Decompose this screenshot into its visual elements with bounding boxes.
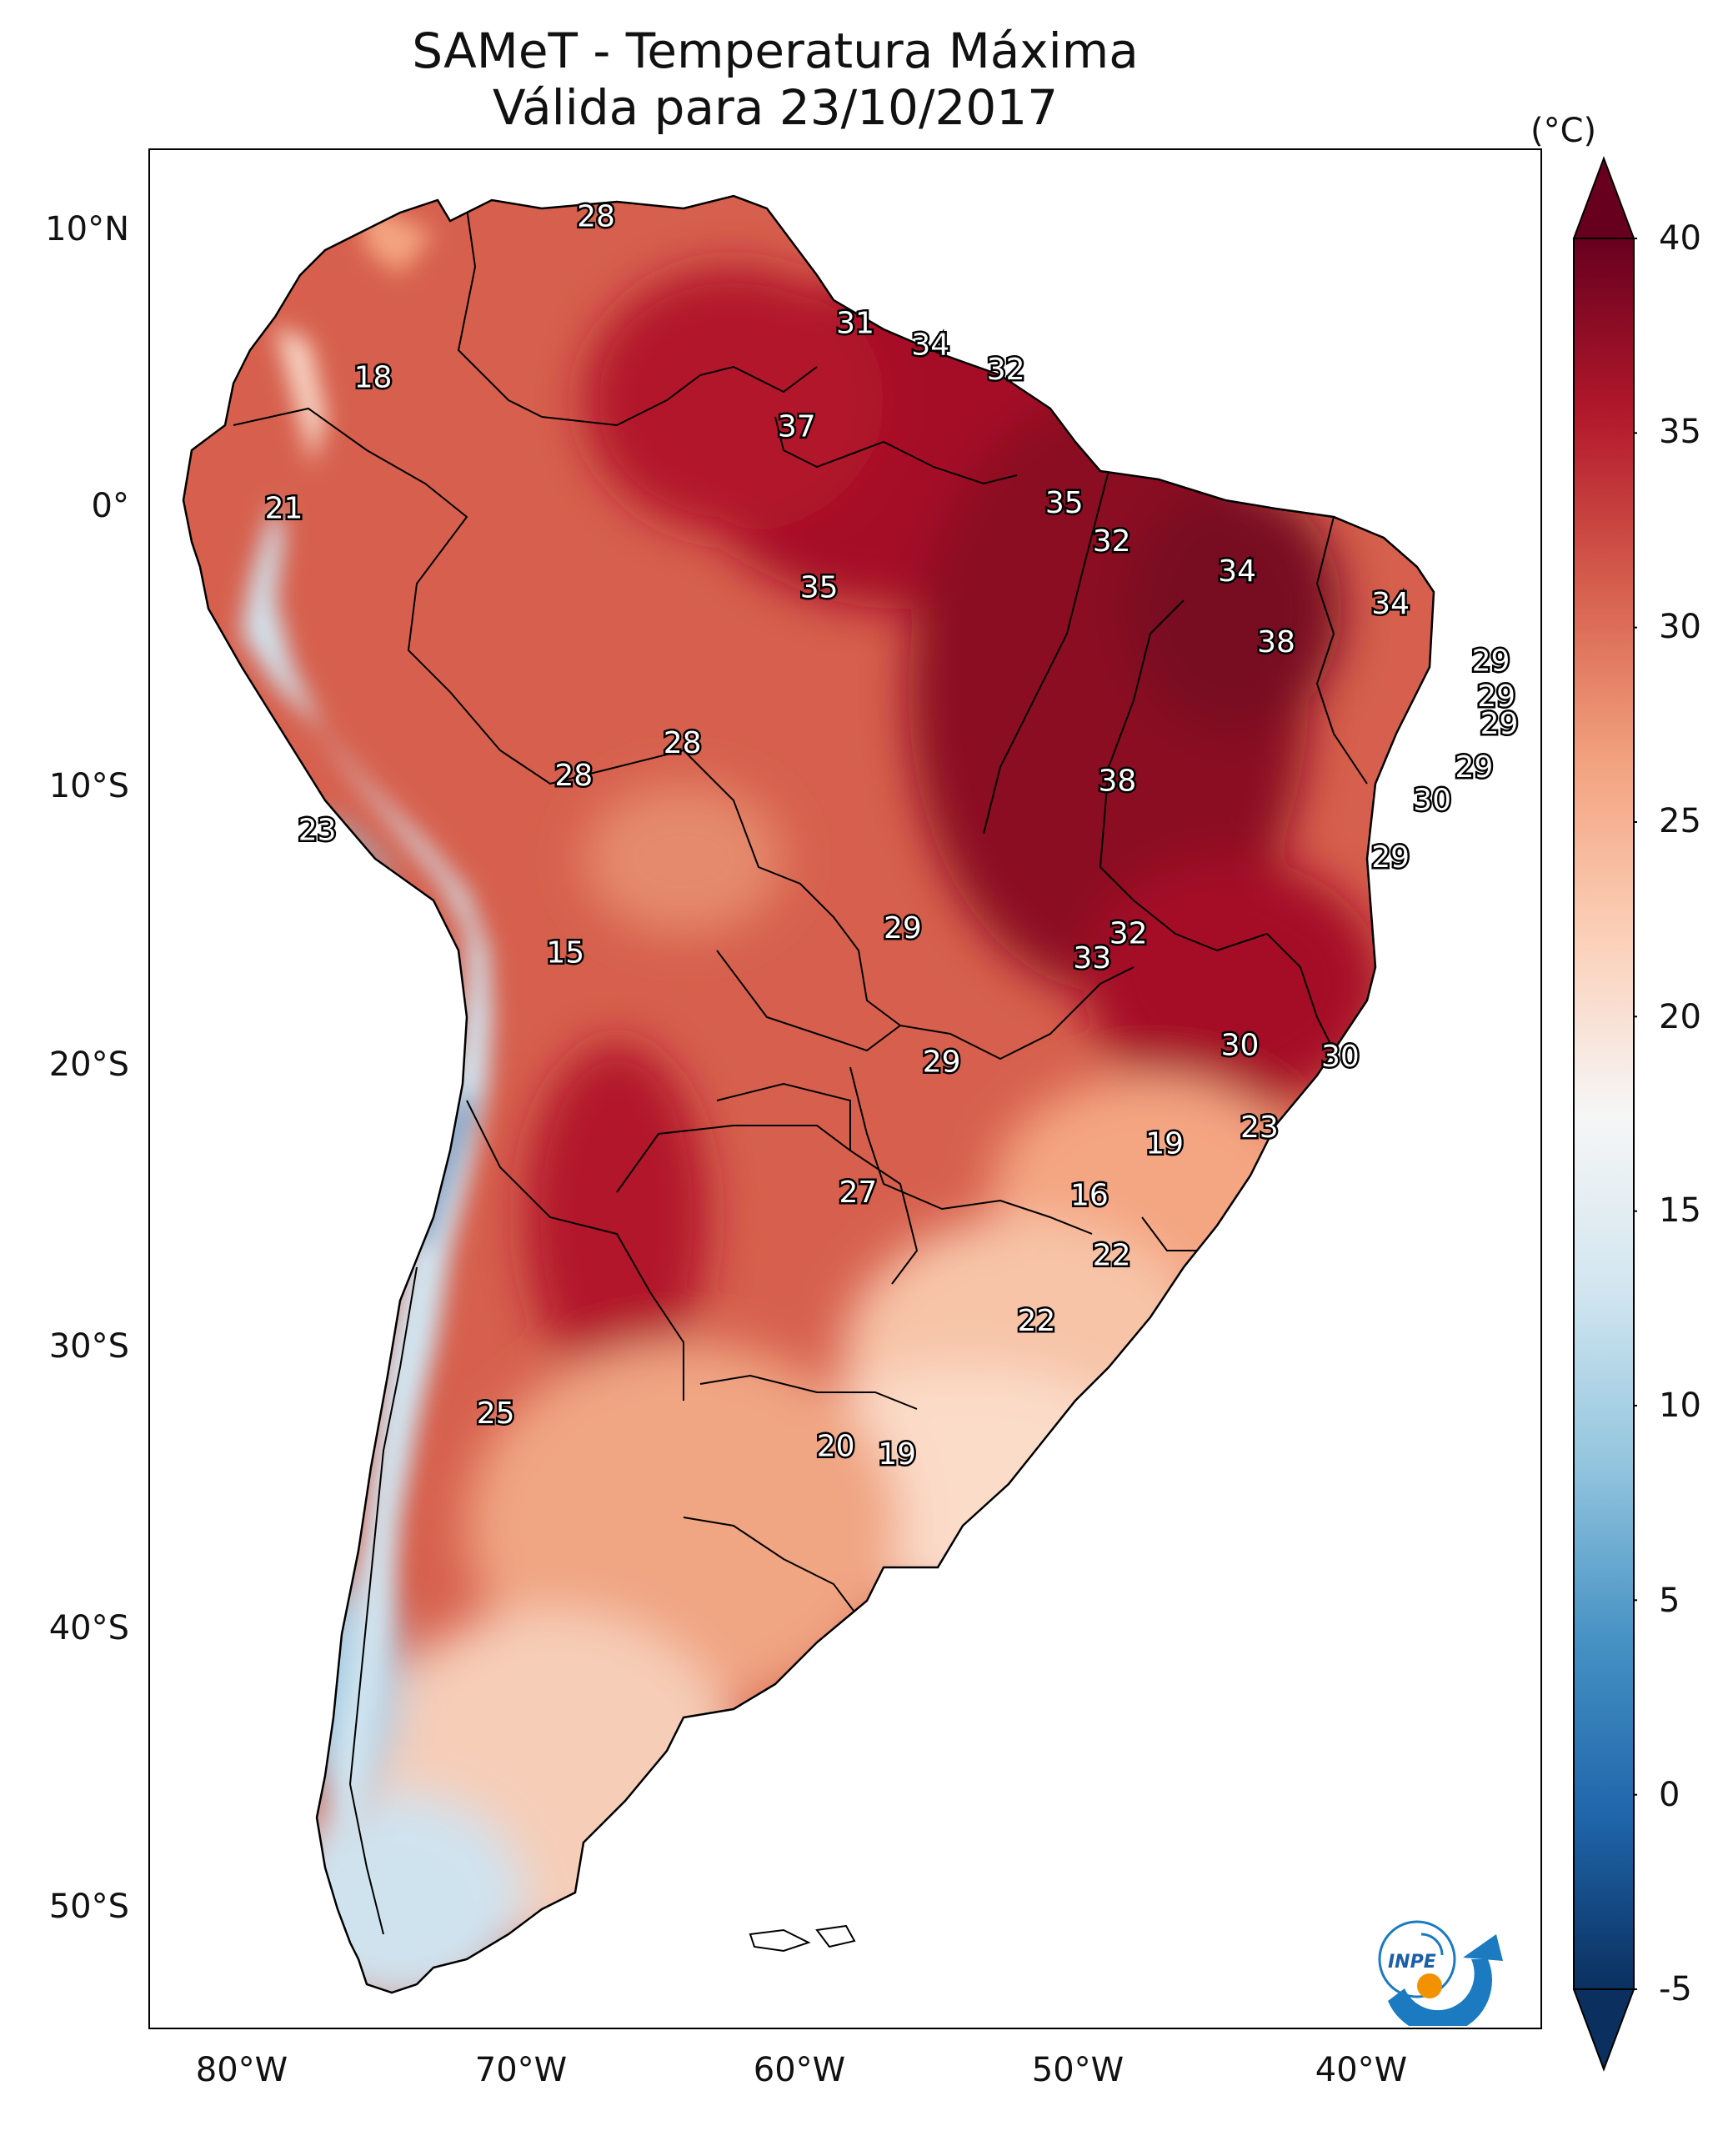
colorbar-tick-30: 30 <box>1659 608 1701 646</box>
station-temperature-label: 34 <box>1218 554 1256 589</box>
lat-label-30s: 30°S <box>48 1327 129 1366</box>
lon-label-50w: 50°W <box>1031 2051 1124 2089</box>
station-temperature-label: 19 <box>1145 1126 1184 1161</box>
station-temperature-label: 34 <box>1371 587 1410 621</box>
colorbar-top-arrow <box>1572 156 1635 239</box>
station-temperature-label: 29 <box>1371 840 1410 875</box>
station-temperature-label: 29 <box>1472 644 1510 679</box>
station-temperature-label: 21 <box>265 492 303 526</box>
station-temperature-label: 31 <box>836 306 874 340</box>
station-temperature-label: 18 <box>354 361 393 395</box>
colorbar-tick-40: 40 <box>1659 219 1701 258</box>
map-subtitle: Válida para 23/10/2017 <box>492 79 1059 136</box>
station-temperature-label: 27 <box>839 1176 877 1210</box>
station-temperature-label: 29 <box>1480 707 1519 741</box>
station-temperature-label: 29 <box>1455 750 1493 785</box>
station-temperature-label: 33 <box>1073 941 1111 975</box>
lat-label-10n: 10°N <box>45 210 129 248</box>
station-temperature-label: 28 <box>664 726 702 760</box>
station-temperature-label: 16 <box>1070 1179 1109 1213</box>
lon-label-40w: 40°W <box>1315 2051 1408 2089</box>
colorbar-bottom-arrow <box>1572 1988 1635 2072</box>
station-temperature-label: 19 <box>878 1437 916 1472</box>
colorbar-unit: (°C) <box>1530 112 1597 150</box>
station-temperature-label: 28 <box>554 759 593 793</box>
station-temperature-label: 30 <box>1221 1029 1260 1063</box>
colorbar-tick-25: 25 <box>1659 802 1701 840</box>
station-temperature-label: 35 <box>1045 486 1084 520</box>
station-temperature-label: 30 <box>1413 783 1451 817</box>
colorbar-gradient <box>1573 238 1635 1990</box>
colorbar-tick-15: 15 <box>1659 1191 1701 1230</box>
colorbar-tick-10: 10 <box>1659 1386 1701 1425</box>
station-temperature-label: 25 <box>477 1396 515 1431</box>
station-temperature-label: 29 <box>923 1045 961 1079</box>
lon-label-70w: 70°W <box>474 2051 568 2089</box>
coastline <box>182 194 1435 1994</box>
map-title: SAMeT - Temperatura Máxima <box>412 23 1139 79</box>
colorbar <box>1572 156 1637 2072</box>
station-temperature-label: 32 <box>987 353 1025 387</box>
station-temperature-label: 35 <box>800 570 839 604</box>
station-temperature-label: 37 <box>778 410 816 444</box>
colorbar-tick-35: 35 <box>1659 413 1701 451</box>
station-temperature-label: 29 <box>1477 679 1515 714</box>
colorbar-tick-0: 0 <box>1659 1776 1680 1814</box>
colorbar-tick-minus5: -5 <box>1659 1970 1692 2008</box>
station-temperature-label: 20 <box>817 1429 855 1463</box>
colorbar-tick-20: 20 <box>1659 998 1701 1036</box>
lat-label-10s: 10°S <box>48 767 129 805</box>
station-temperature-label: 28 <box>577 200 615 234</box>
temperature-field <box>183 196 1434 1993</box>
lon-label-80w: 80°W <box>195 2051 288 2089</box>
station-temperature-label: 34 <box>911 328 949 362</box>
falkland-islands <box>749 1924 856 1953</box>
station-temperature-label: 23 <box>298 813 337 847</box>
colorbar-tick-5: 5 <box>1659 1582 1680 1620</box>
lat-label-0: 0° <box>91 487 129 525</box>
station-temperature-label: 38 <box>1257 625 1295 659</box>
country-borders <box>233 208 1368 1935</box>
station-temperature-label: 38 <box>1098 765 1136 799</box>
station-temperature-label: 32 <box>1109 917 1148 951</box>
station-temperature-label: 22 <box>1093 1238 1131 1272</box>
station-temperature-label: 32 <box>1093 524 1131 559</box>
station-temperature-label: 30 <box>1321 1040 1360 1074</box>
lon-label-60w: 60°W <box>753 2051 846 2089</box>
station-temperature-label: 23 <box>1240 1111 1279 1145</box>
lat-label-50s: 50°S <box>48 1888 129 1926</box>
inpe-logo: INPE <box>1378 1920 1503 2026</box>
lat-label-40s: 40°S <box>48 1609 129 1647</box>
map-frame: 28 31 34 32 18 37 21 35 32 35 34 34 38 29 29 29 28 28 38 29… <box>148 148 1542 2029</box>
svg-text:INPE: INPE <box>1388 1952 1436 1973</box>
station-temperature-label: 29 <box>884 911 922 945</box>
station-temperature-label: 15 <box>546 936 584 970</box>
lat-label-20s: 20°S <box>48 1045 129 1084</box>
station-temperature-label: 22 <box>1017 1304 1055 1338</box>
